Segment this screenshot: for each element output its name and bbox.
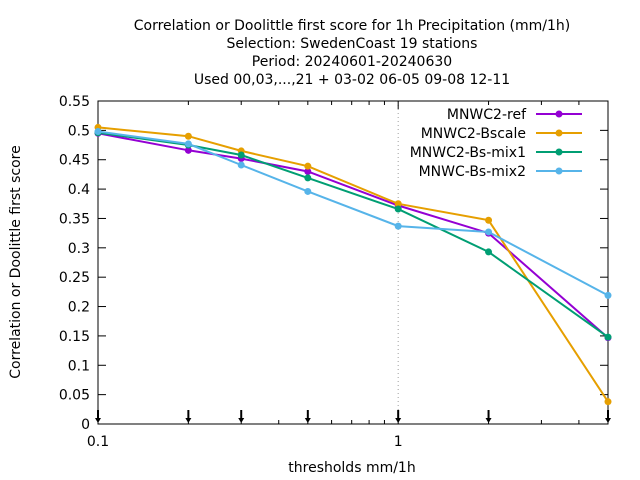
threshold-arrow-head	[605, 418, 611, 423]
legend-swatch-marker	[555, 148, 563, 156]
data-point	[94, 128, 102, 136]
y-tick-label: 0.3	[68, 241, 90, 257]
threshold-markers	[95, 410, 611, 423]
data-point	[304, 187, 312, 195]
threshold-arrow-head	[95, 418, 101, 423]
data-point	[304, 162, 312, 170]
y-tick-label: 0.2	[68, 300, 90, 316]
data-point	[304, 167, 312, 175]
y-tick-label: 0.1	[68, 358, 90, 374]
series-MNWC2-Bs-mix1	[94, 129, 612, 341]
data-point	[604, 398, 612, 406]
y-tick-label: 0.4	[68, 182, 90, 198]
y-tick-label: 0.25	[59, 270, 90, 286]
data-point	[485, 248, 493, 256]
y-axis-label: Correlation or Doolittle first score	[8, 145, 24, 378]
y-axis: 0 0.05 0.1 0.15 0.2 0.25 0.3 0.35 0.4 0.45 0.5 0.55	[59, 94, 608, 433]
legend-entry: MNWC2-Bscale	[421, 126, 582, 142]
data-point	[485, 216, 493, 224]
series-MNWC2-Bscale	[94, 123, 612, 406]
data-point	[304, 174, 312, 182]
threshold-arrow	[395, 410, 402, 423]
series-MNWC2-ref	[94, 129, 612, 342]
y-tick-label: 0.35	[59, 211, 90, 227]
threshold-arrow-head	[485, 418, 492, 423]
data-point	[184, 132, 192, 140]
data-point	[394, 205, 402, 213]
legend-label: MNWC2-ref	[447, 107, 527, 123]
data-point	[184, 140, 192, 148]
legend-entry: MNWC2-Bs-mix1	[410, 145, 582, 161]
x-tick-label: 0.1	[87, 434, 109, 450]
threshold-arrow	[605, 410, 611, 423]
data-point	[604, 291, 612, 299]
threshold-arrow	[185, 410, 192, 423]
series-line	[97, 131, 609, 338]
legend-label: MNWC2-Bscale	[421, 126, 526, 142]
y-tick-label: 0.5	[68, 123, 90, 139]
series-line	[97, 132, 609, 339]
legend-entry: MNWC2-ref	[447, 107, 582, 123]
y-tick-label: 0.45	[59, 153, 90, 169]
plot-border	[97, 100, 609, 425]
x-axis: 0.1 1	[87, 101, 609, 450]
series	[94, 123, 612, 406]
threshold-arrow-head	[395, 418, 402, 423]
y-tick-label: 0.55	[59, 94, 90, 110]
data-point	[485, 228, 493, 236]
y-tick-label: 0.05	[59, 388, 90, 404]
legend-swatch-marker	[555, 110, 563, 118]
series-MNWC-Bs-mix2	[94, 128, 612, 299]
legend-swatch-marker	[555, 129, 563, 137]
title-line-2: Selection: SwedenCoast 19 stations	[227, 36, 478, 52]
data-point	[604, 333, 612, 341]
data-point	[394, 200, 402, 208]
threshold-arrow-head	[185, 418, 192, 423]
legend-swatch-marker	[555, 167, 563, 175]
threshold-arrow-head	[238, 418, 245, 423]
plot-frame	[97, 100, 609, 425]
series-line	[97, 126, 609, 403]
threshold-arrow	[95, 410, 101, 423]
threshold-arrow	[304, 410, 311, 423]
legend-entry: MNWC-Bs-mix2	[419, 164, 582, 180]
threshold-arrow-head	[304, 418, 311, 423]
threshold-arrow	[238, 410, 245, 423]
chart-title: Correlation or Doolittle first score for…	[134, 18, 571, 88]
legend: MNWC2-ref MNWC2-Bscale MNWC2-Bs-mix1 MNWC-B…	[410, 107, 582, 180]
x-axis-label: thresholds mm/1h	[288, 460, 415, 476]
legend-label: MNWC2-Bs-mix1	[410, 145, 526, 161]
data-point	[184, 146, 192, 154]
title-line-3: Period: 20240601-20240630	[252, 54, 452, 70]
threshold-arrow	[485, 410, 492, 423]
legend-label: MNWC-Bs-mix2	[419, 164, 526, 180]
x-tick-label: 1	[394, 434, 403, 450]
title-line-1: Correlation or Doolittle first score for…	[134, 18, 571, 34]
y-tick-label: 0	[81, 417, 90, 433]
data-point	[237, 151, 245, 159]
data-point	[237, 161, 245, 169]
y-tick-label: 0.15	[59, 329, 90, 345]
data-point	[394, 222, 402, 230]
title-line-4: Used 00,03,...,21 + 03-02 06-05 09-08 12…	[194, 72, 510, 88]
